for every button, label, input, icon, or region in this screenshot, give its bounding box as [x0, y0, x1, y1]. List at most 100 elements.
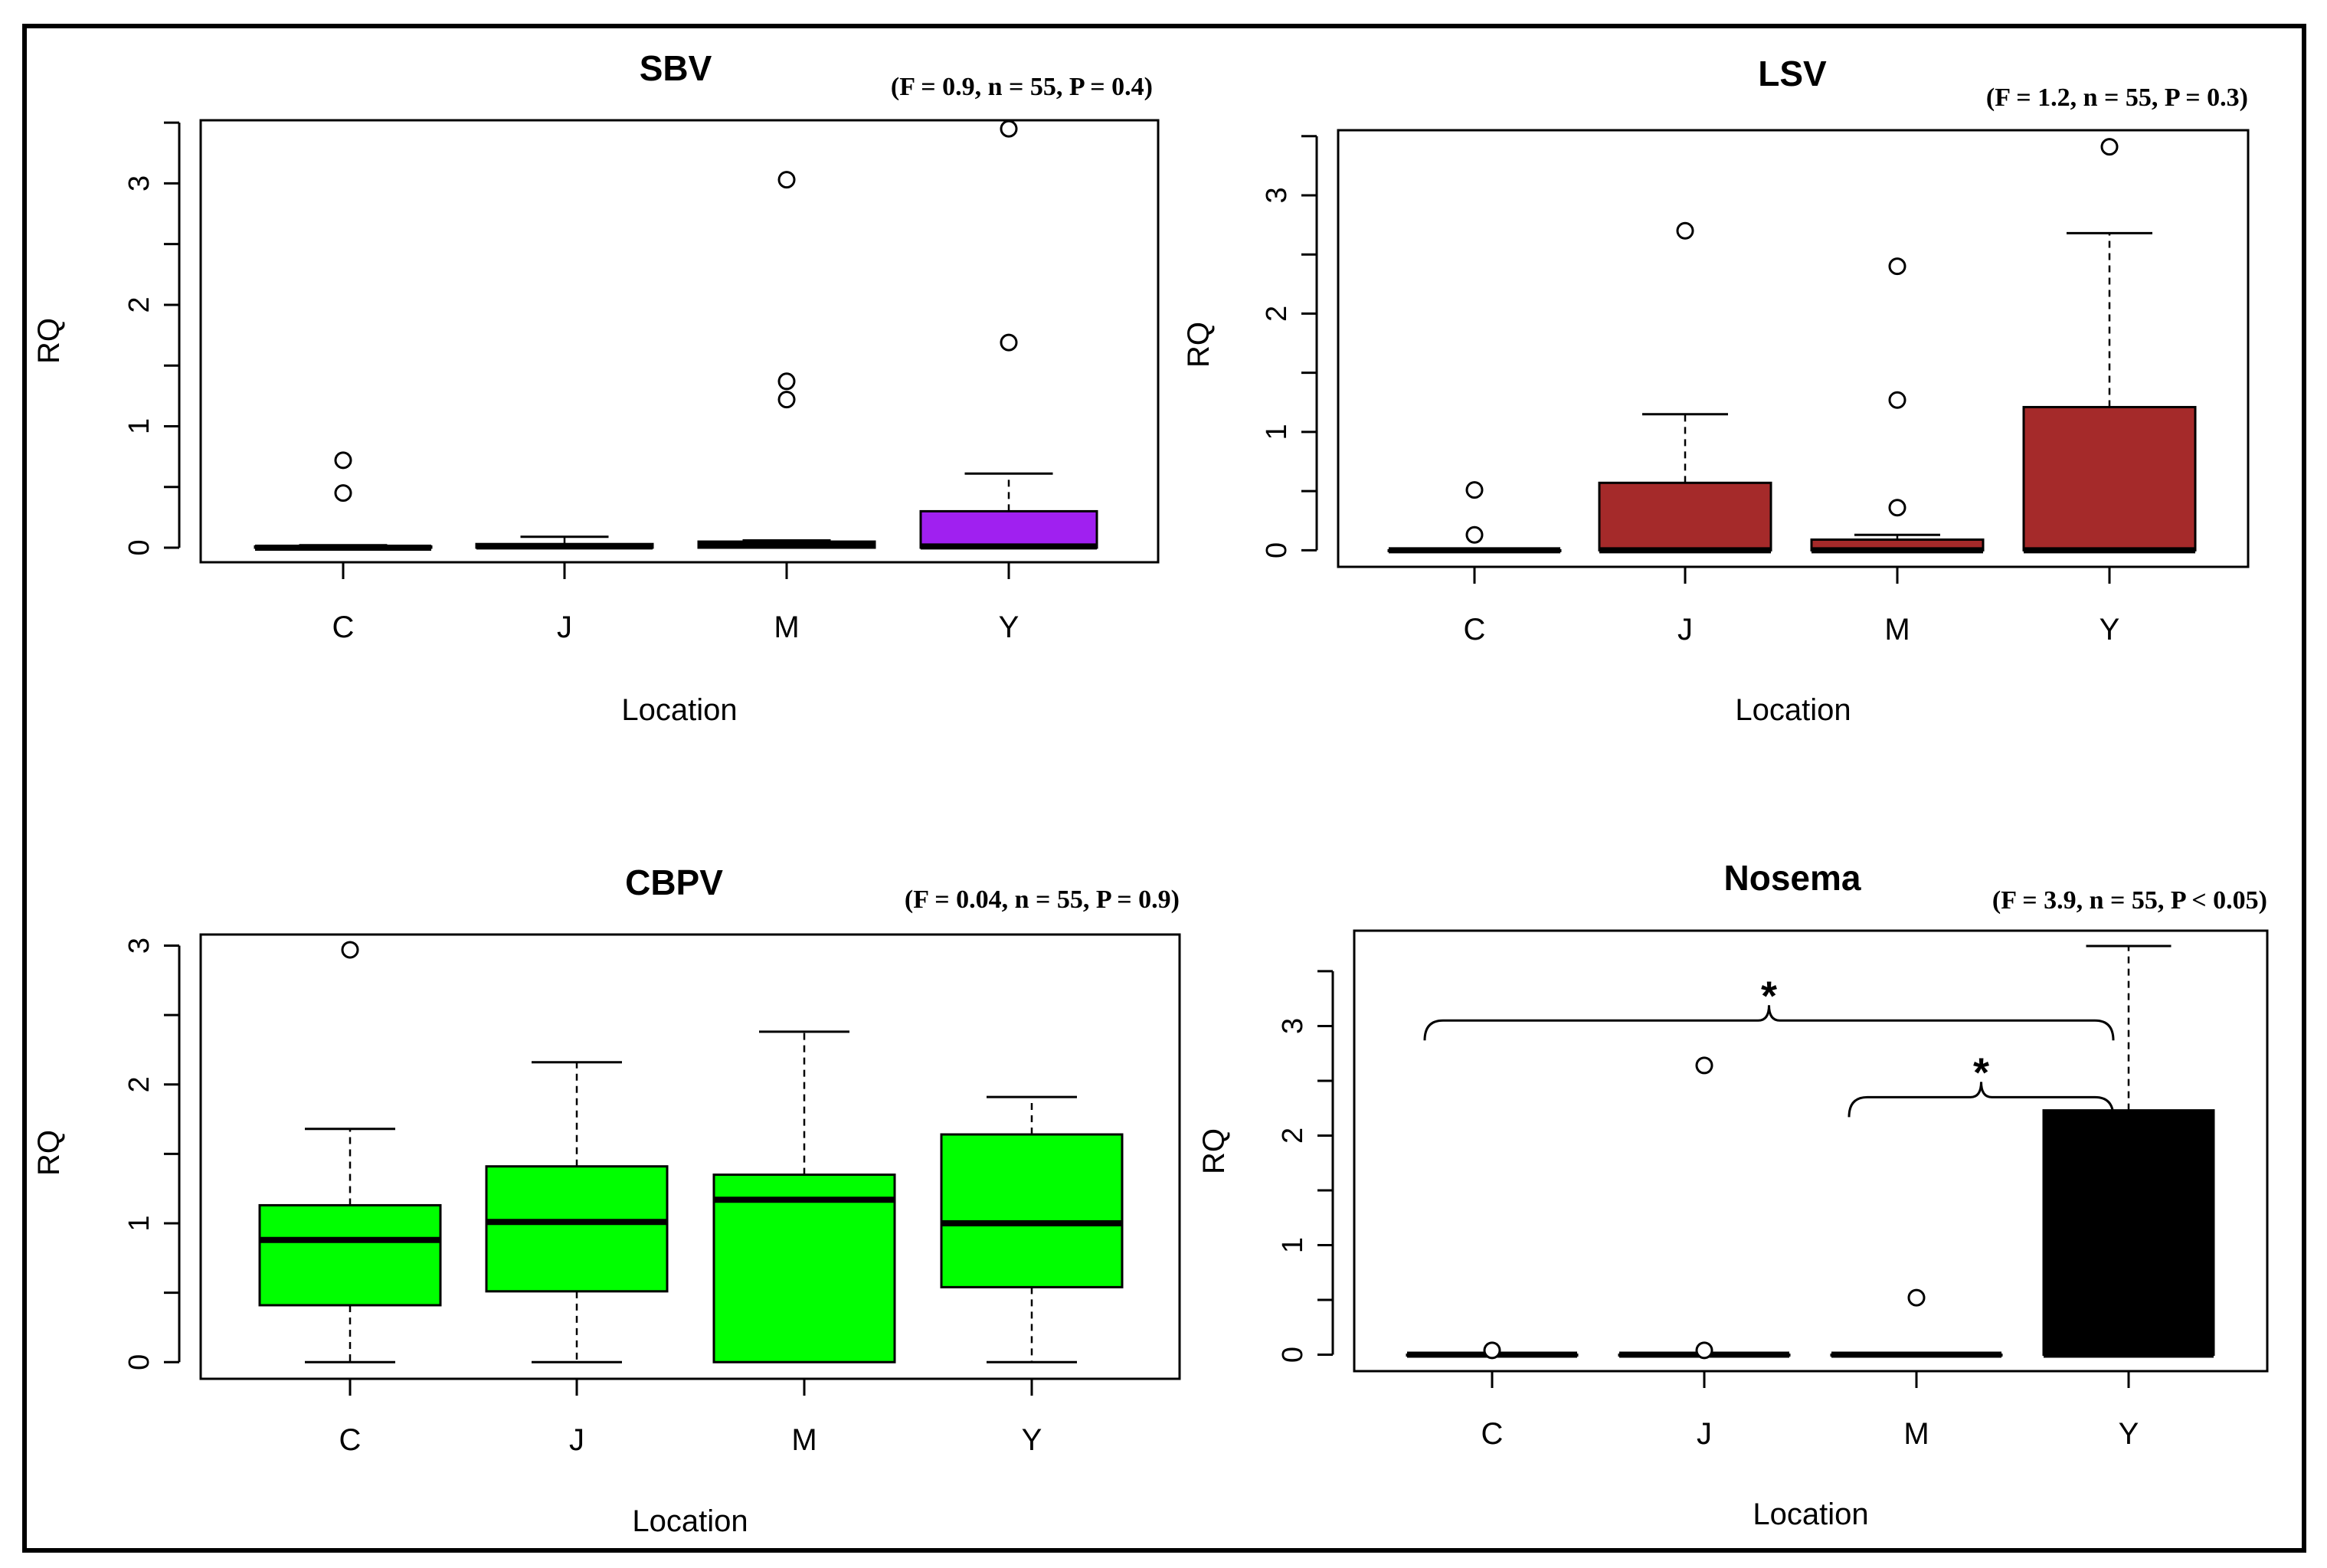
- significance-star: *: [1973, 1049, 1989, 1095]
- outlier-point: [1888, 391, 1906, 409]
- anova-stats: (F = 3.9, n = 55, P < 0.05): [1992, 886, 2267, 915]
- x-tick-label: M: [774, 611, 799, 644]
- x-axis-title: Location: [632, 1504, 748, 1538]
- box-iqr: [919, 509, 1098, 549]
- y-tick-label: 1: [1261, 424, 1293, 440]
- box-iqr: [712, 1174, 896, 1363]
- significance-bracket: [1423, 1005, 2115, 1041]
- y-tick-label: 0: [123, 1354, 155, 1370]
- panel-lsv: LSV (F = 1.2, n = 55, P = 0.3) 0 1 2 3 RQ C J M Y L…: [1182, 54, 2250, 727]
- y-tick-label: 3: [123, 175, 155, 191]
- box-Y: [2022, 138, 2197, 554]
- y-tick-label: 0: [123, 539, 155, 555]
- box-Y: [919, 119, 1098, 550]
- y-tick-label: 2: [123, 296, 155, 313]
- outlier-point: [777, 171, 796, 189]
- x-tick-label: C: [332, 611, 355, 644]
- x-tick-label: M: [791, 1423, 817, 1457]
- plot-area: [1337, 129, 2250, 568]
- y-axis-title: RQ: [32, 318, 66, 364]
- plot-area: [199, 933, 1181, 1380]
- x-tick-label: C: [339, 1423, 362, 1457]
- box-Y: [940, 1095, 1124, 1363]
- outlier-point: [334, 451, 352, 470]
- outlier-point: [2100, 138, 2119, 156]
- outlier-point: [1465, 525, 1484, 544]
- x-tick-label: J: [1677, 613, 1693, 647]
- box-M: [1810, 257, 1985, 554]
- y-tick-label: 1: [123, 1215, 155, 1231]
- significance-star: *: [1761, 973, 1777, 1019]
- x-tick-label: Y: [1022, 1423, 1042, 1457]
- x-tick-label: J: [557, 611, 572, 644]
- box-C: [1387, 481, 1562, 554]
- box-Y: [2042, 944, 2215, 1358]
- outlier-point: [1483, 1341, 1501, 1360]
- outlier-point: [1676, 221, 1694, 240]
- box-C: [1406, 1341, 1579, 1360]
- y-tick-label: 1: [123, 418, 155, 434]
- y-tick-label: 3: [123, 938, 155, 954]
- x-tick-label: Y: [999, 611, 1019, 644]
- outlier-point: [1000, 119, 1018, 138]
- outlier-point: [1695, 1341, 1713, 1360]
- box-M: [1830, 1288, 2003, 1358]
- panel-sbv: SBV (F = 0.9, n = 55, P = 0.4) 0 1 2 3 RQ C J M Y L…: [32, 48, 1160, 727]
- y-axis-title: RQ: [1197, 1128, 1231, 1174]
- x-tick-label: C: [1464, 613, 1486, 647]
- x-axis-title: Location: [1735, 693, 1851, 727]
- chart-title: Nosema: [1724, 858, 1861, 898]
- x-axis-title: Location: [1753, 1498, 1868, 1531]
- outlier-point: [341, 941, 359, 959]
- anova-stats: (F = 1.2, n = 55, P = 0.3): [1986, 83, 2248, 112]
- outlier-point: [777, 391, 796, 409]
- box-C: [254, 451, 433, 551]
- outlier-point: [1465, 481, 1484, 499]
- x-tick-label: Y: [2100, 613, 2120, 647]
- plot-area: [199, 119, 1160, 564]
- box-M: [697, 171, 876, 549]
- x-tick-label: J: [1697, 1417, 1712, 1451]
- figure-frame: [22, 24, 2306, 1553]
- outlier-point: [1907, 1288, 1926, 1307]
- box-iqr: [485, 1165, 669, 1293]
- outlier-point: [1888, 257, 1906, 276]
- outlier-point: [1000, 333, 1018, 352]
- y-tick-label: 0: [1261, 542, 1293, 558]
- y-tick-label: 2: [1261, 306, 1293, 322]
- anova-stats: (F = 0.9, n = 55, P = 0.4): [891, 73, 1153, 101]
- x-tick-label: C: [1481, 1417, 1504, 1451]
- x-tick-label: M: [1903, 1417, 1929, 1451]
- y-tick-label: 2: [1277, 1128, 1309, 1144]
- x-tick-label: Y: [2119, 1417, 2139, 1451]
- panels-container: SBV (F = 0.9, n = 55, P = 0.4) 0 1 2 3 RQ C J M Y L…: [32, 48, 2269, 1538]
- chart-title: LSV: [1758, 54, 1827, 93]
- x-tick-label: M: [1884, 613, 1910, 647]
- box-iqr: [2022, 405, 2197, 552]
- y-tick-label: 1: [1277, 1237, 1309, 1253]
- box-iqr: [2042, 1109, 2215, 1357]
- box-J: [475, 535, 654, 550]
- y-tick-label: 2: [123, 1076, 155, 1092]
- panel-nosema: Nosema (F = 3.9, n = 55, P < 0.05) 0 1 2 3 RQ C…: [1197, 858, 2269, 1531]
- x-axis-title: Location: [621, 693, 737, 727]
- plot-area: [1353, 929, 2269, 1373]
- box-C: [258, 941, 442, 1363]
- box-iqr: [258, 1203, 442, 1307]
- y-axis-title: RQ: [32, 1130, 66, 1176]
- outlier-point: [1888, 499, 1906, 517]
- y-axis-title: RQ: [1182, 322, 1216, 368]
- box-J: [1618, 1056, 1791, 1360]
- chart-title: SBV: [640, 48, 712, 88]
- outlier-point: [334, 484, 352, 502]
- box-J: [1598, 221, 1772, 554]
- box-J: [485, 1061, 669, 1363]
- chart-title: CBPV: [625, 863, 723, 902]
- box-iqr: [940, 1133, 1124, 1288]
- outlier-point: [1695, 1056, 1713, 1075]
- anova-stats: (F = 0.04, n = 55, P = 0.9): [905, 885, 1180, 914]
- panel-cbpv: CBPV (F = 0.04, n = 55, P = 0.9) 0 1 2 3 RQ C J M…: [32, 863, 1181, 1538]
- outlier-point: [777, 372, 796, 391]
- box-iqr: [1598, 481, 1772, 552]
